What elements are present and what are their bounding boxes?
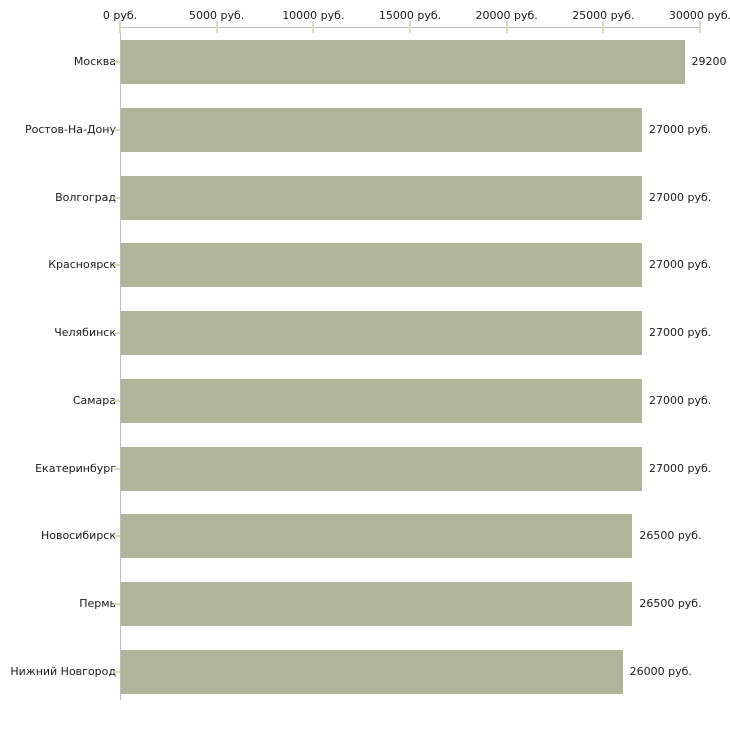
category-label: Красноярск xyxy=(48,258,116,272)
category-label: Челябинск xyxy=(54,326,116,340)
y-axis-tick xyxy=(114,467,120,470)
y-axis-line xyxy=(120,27,121,700)
bar xyxy=(121,582,633,627)
category-label: Ростов-На-Дону xyxy=(24,122,116,136)
y-axis-tick xyxy=(114,671,120,673)
y-axis-tick xyxy=(114,603,120,606)
value-label: 27000 руб. xyxy=(649,122,712,136)
bar xyxy=(121,514,633,559)
x-axis-tick xyxy=(699,21,701,33)
value-label: 27000 руб. xyxy=(649,326,712,340)
value-label: 27000 руб. xyxy=(649,190,712,204)
x-axis-label: 10000 руб. xyxy=(282,9,345,22)
x-axis-tick xyxy=(215,21,218,33)
bar xyxy=(121,40,685,84)
value-label: 26000 руб. xyxy=(629,665,692,678)
y-axis-tick xyxy=(114,196,120,199)
x-axis-tick xyxy=(602,21,605,33)
y-axis-tick xyxy=(114,128,120,131)
value-label: 27000 руб. xyxy=(649,393,712,407)
x-axis-label: 0 руб. xyxy=(102,9,138,22)
x-axis-label: 20000 руб. xyxy=(475,9,538,22)
category-label: Екатеринбург xyxy=(35,461,116,475)
y-axis-tick xyxy=(114,535,120,538)
x-axis-label: 5000 руб. xyxy=(189,9,245,22)
category-label: Новосибирск xyxy=(40,529,116,543)
y-axis-tick xyxy=(114,399,120,402)
category-label: Москва xyxy=(73,55,116,68)
bar xyxy=(121,650,623,694)
value-label: 26500 руб. xyxy=(639,529,702,543)
value-label: 27000 руб. xyxy=(649,258,712,272)
x-axis-tick xyxy=(409,21,411,33)
bar xyxy=(121,175,642,220)
x-axis-tick xyxy=(312,21,315,33)
category-label: Самара xyxy=(72,393,116,407)
bar xyxy=(121,107,642,152)
y-axis-tick xyxy=(114,61,120,63)
x-axis-tick xyxy=(505,21,508,33)
bar xyxy=(121,446,642,491)
bar xyxy=(121,243,642,288)
x-axis-label: 30000 руб. xyxy=(668,9,730,22)
x-axis-tick xyxy=(119,21,121,33)
bar xyxy=(121,378,642,423)
bar xyxy=(121,311,642,356)
category-label: Пермь xyxy=(79,597,116,611)
category-label: Волгоград xyxy=(55,190,116,204)
value-label: 27000 руб. xyxy=(649,461,712,475)
value-label: 26500 руб. xyxy=(639,597,702,611)
x-axis-label: 25000 руб. xyxy=(572,9,635,22)
x-axis-label: 15000 руб. xyxy=(378,9,442,22)
y-axis-tick xyxy=(114,332,120,335)
category-label: Нижний Новгород xyxy=(10,665,116,678)
value-label: 29200 руб. xyxy=(691,55,730,68)
y-axis-tick xyxy=(114,264,120,267)
